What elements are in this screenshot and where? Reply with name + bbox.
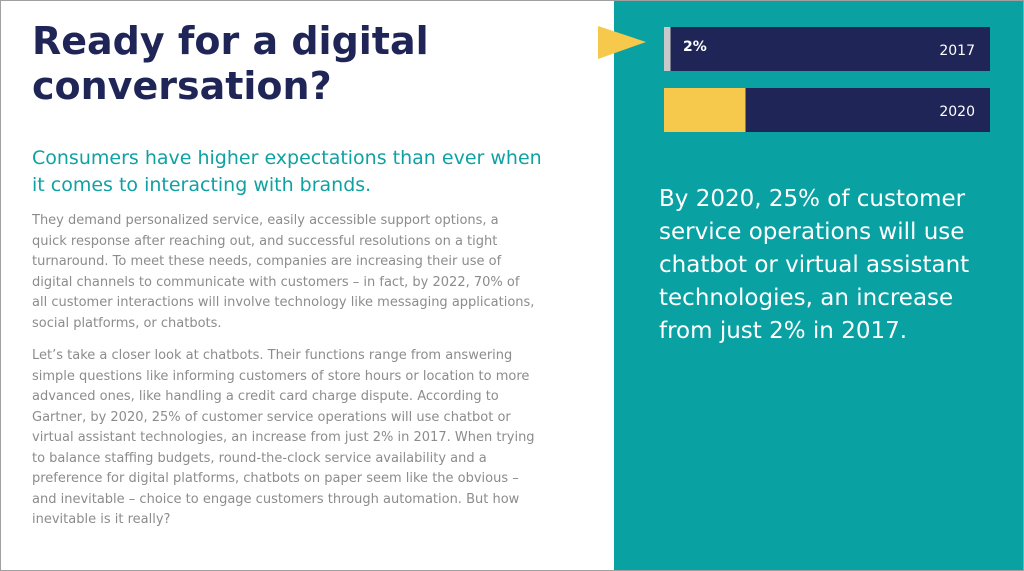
paragraph: They demand personalized service, easily… — [32, 213, 535, 331]
value-label: 2% — [683, 39, 707, 55]
arrow-icon — [598, 26, 646, 59]
paragraph: Let’s take a closer look at chatbots. Th… — [32, 348, 535, 527]
chart: 2% 2017 25% 2020 — [598, 26, 990, 132]
value-label: 25% — [683, 100, 717, 116]
subtitle: Consumers have higher expectations than … — [32, 147, 542, 196]
bar — [664, 27, 671, 71]
callout: By 2020, 25% of customer service operati… — [659, 186, 970, 344]
bar — [664, 88, 746, 132]
body-text: They demand personalized service, easily… — [32, 211, 537, 543]
category-label: 2020 — [939, 104, 975, 120]
category-label: 2017 — [939, 43, 975, 59]
bar-track — [664, 27, 990, 71]
title: Ready for a digital conversation? — [32, 19, 429, 108]
